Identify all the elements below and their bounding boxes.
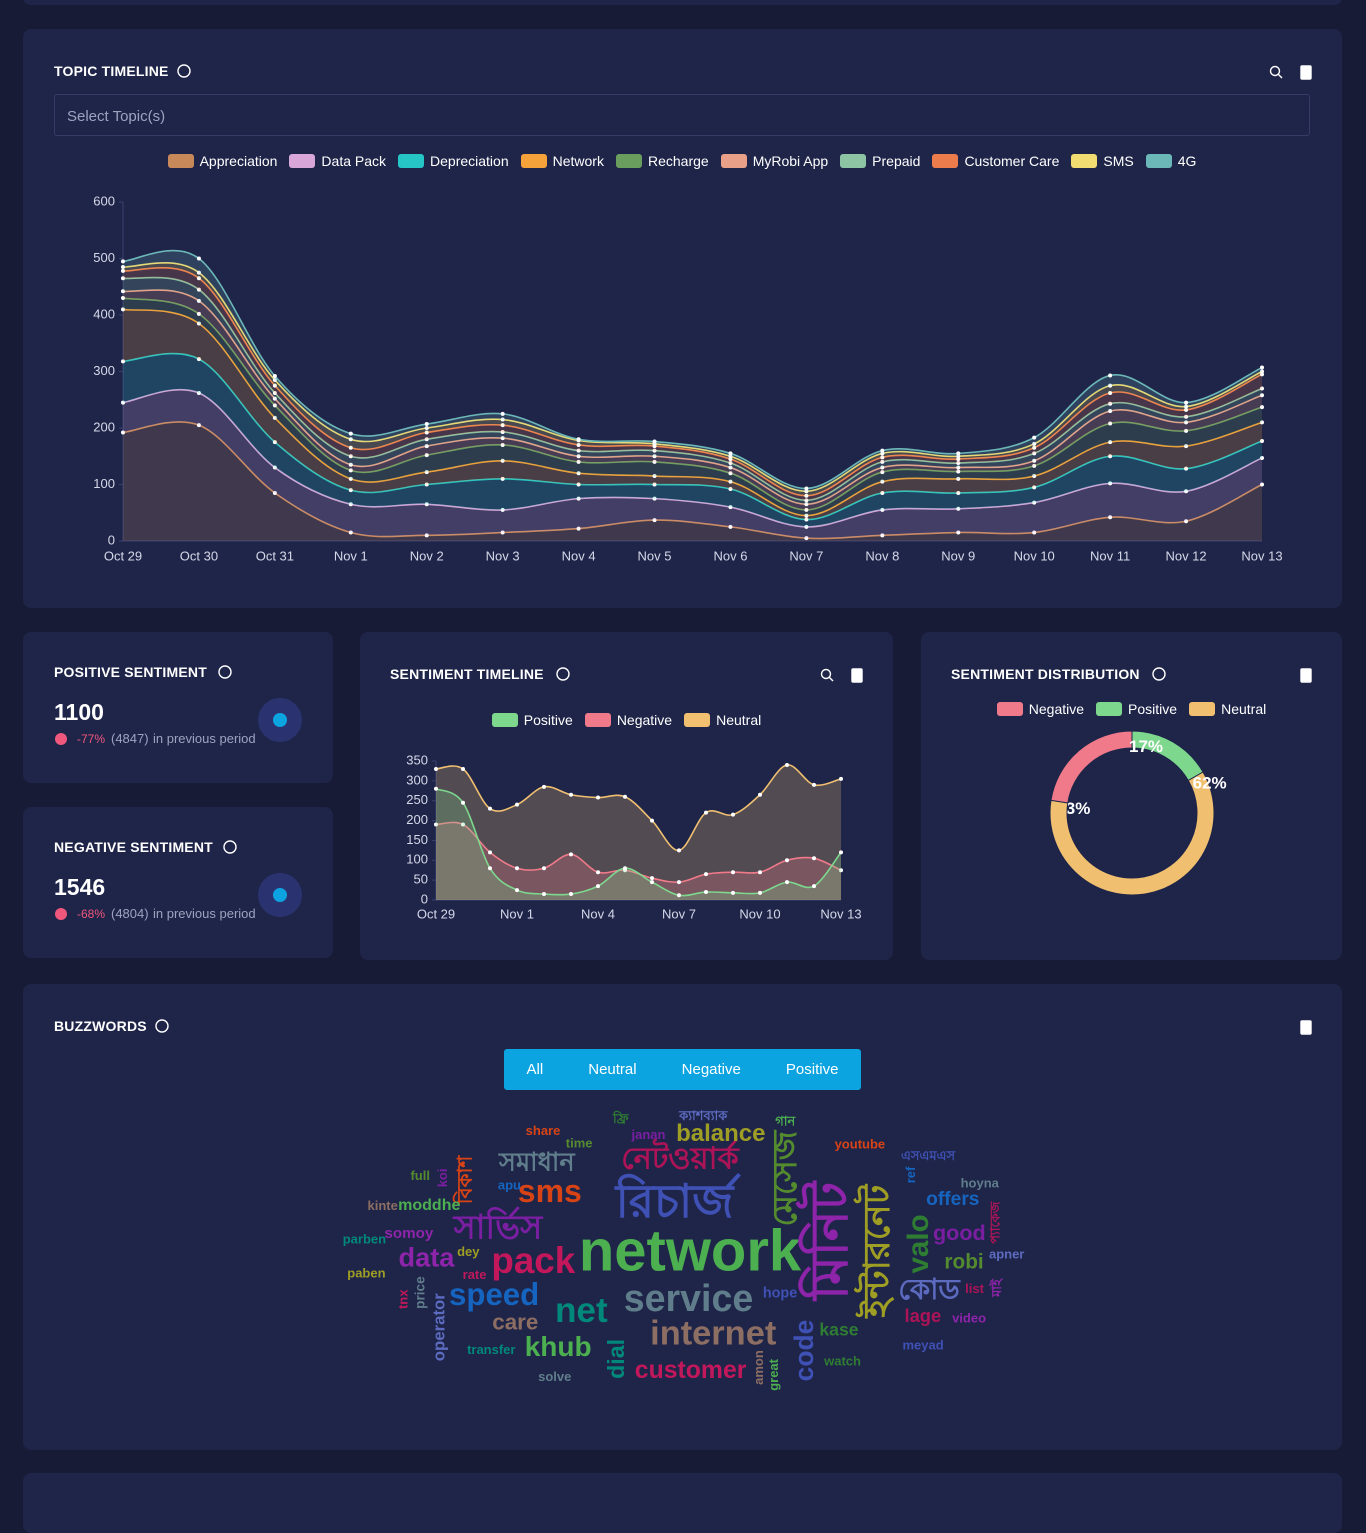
legend-label: SMS (1103, 153, 1134, 169)
legend-swatch (1096, 702, 1123, 716)
legend-swatch (398, 154, 425, 168)
legend-swatch (584, 713, 611, 727)
card-title: POSITIVE SENTIMENT (54, 664, 207, 680)
legend-label: Recharge (647, 153, 709, 169)
panel-title: SENTIMENT DISTRIBUTION (951, 666, 1140, 682)
panel-title: TOPIC TIMELINE (54, 63, 169, 79)
legend-item[interactable]: Data Pack (289, 153, 386, 169)
legend-swatch (615, 154, 642, 168)
filter-button[interactable]: All (526, 1061, 544, 1078)
legend-label: Customer Care (964, 153, 1060, 169)
filter-buttons: All Neutral Negative Positive (504, 1049, 861, 1090)
legend-item[interactable]: Prepaid (840, 153, 920, 169)
card-previous: (4847) (111, 731, 149, 746)
card-previous: (4804) (111, 906, 149, 921)
legend-item[interactable]: SMS (1071, 153, 1134, 169)
legend-swatch (1189, 702, 1216, 716)
topic-select[interactable]: Select Topic(s) (54, 94, 1310, 136)
legend-label: Negative (616, 712, 673, 728)
legend-swatch (684, 713, 711, 727)
legend-label: Network (552, 153, 604, 169)
top-panel (23, 0, 1342, 5)
legend-item[interactable]: Recharge (615, 153, 709, 169)
card-value: 1546 (54, 874, 106, 900)
legend-item[interactable]: Negative (584, 712, 673, 728)
legend-label: Negative (1028, 701, 1085, 717)
filter-button[interactable]: Negative (681, 1061, 741, 1078)
legend-label: MyRobi App (752, 153, 829, 169)
filter-button[interactable]: Positive (785, 1061, 839, 1078)
legend-label: Appreciation (199, 153, 278, 169)
bottom-panel (23, 1473, 1342, 1533)
legend-label: 4G (1177, 153, 1197, 169)
legend-label: Neutral (1221, 701, 1267, 717)
legend-swatch (1071, 154, 1098, 168)
legend-label: Positive (1128, 701, 1178, 717)
legend-item[interactable]: Positive (1096, 701, 1177, 717)
legend: Negative Positive Neutral (921, 701, 1342, 717)
legend-item[interactable]: Negative (996, 701, 1085, 717)
legend-item[interactable]: Positive (491, 712, 573, 728)
legend-swatch (932, 154, 959, 168)
legend-label: Data Pack (321, 153, 387, 169)
card-title: NEGATIVE SENTIMENT (54, 839, 213, 855)
filter-button[interactable]: Neutral (588, 1061, 637, 1078)
legend-label: Positive (523, 712, 573, 728)
legend-swatch (1145, 154, 1172, 168)
legend-item[interactable]: MyRobi App (720, 153, 829, 169)
legend-item[interactable]: Network (520, 153, 604, 169)
card-value: 1100 (54, 699, 104, 725)
legend-item[interactable]: Customer Care (932, 153, 1059, 169)
legend-swatch (720, 154, 747, 168)
legend-swatch (520, 154, 547, 168)
card-change: -68% (77, 907, 106, 921)
legend: Positive Negative Neutral (360, 712, 893, 728)
legend-label: Neutral (716, 712, 762, 728)
legend: Appreciation Data Pack Depreciation Network… (54, 153, 1310, 169)
legend-item[interactable]: Depreciation (398, 153, 509, 169)
legend-item[interactable]: Appreciation (167, 153, 278, 169)
legend-swatch (996, 702, 1023, 716)
card-change: -77% (77, 732, 106, 746)
legend-swatch (167, 154, 194, 168)
legend-label: Depreciation (430, 153, 509, 169)
legend-swatch (840, 154, 867, 168)
panel-title: SENTIMENT TIMELINE (390, 666, 544, 682)
legend-swatch (289, 154, 316, 168)
legend-swatch (491, 713, 518, 727)
legend-item[interactable]: 4G (1145, 153, 1197, 169)
card-note: in previous period (153, 731, 256, 746)
page: TOPIC TIMELINE SENTIMENT TIMELINE SENTIM… (23, 0, 1342, 1533)
legend-item[interactable]: Neutral (1189, 701, 1266, 717)
legend-item[interactable]: Neutral (684, 712, 761, 728)
card-note: in previous period (153, 906, 256, 921)
panel-title: BUZZWORDS (54, 1018, 147, 1034)
select-placeholder: Select Topic(s) (67, 108, 166, 125)
legend-label: Prepaid (872, 153, 921, 169)
